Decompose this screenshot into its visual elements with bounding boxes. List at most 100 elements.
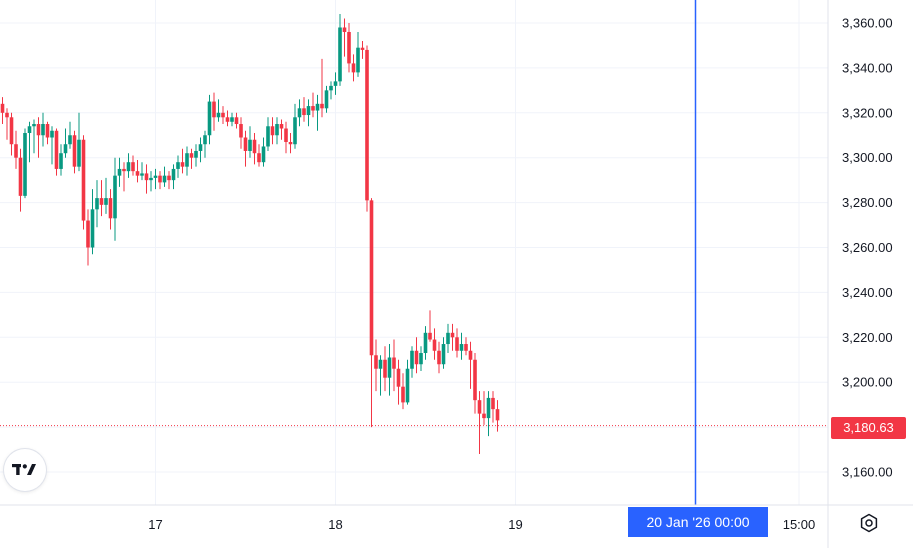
candle-body	[18, 157, 23, 196]
candle-body	[153, 175, 158, 178]
candle	[180, 148, 185, 174]
candle-body	[104, 198, 108, 205]
candle	[239, 117, 243, 149]
candle	[419, 346, 423, 371]
candle-body	[36, 124, 41, 136]
candle	[99, 180, 104, 217]
x-tick-label: 17	[148, 517, 162, 532]
candle-body	[320, 103, 324, 109]
candle-body	[459, 344, 464, 351]
y-tick-label: 3,160.00	[842, 465, 893, 480]
candle	[405, 359, 410, 405]
settings-gear-icon[interactable]	[858, 512, 880, 534]
candle-body	[113, 175, 117, 219]
candle	[203, 130, 207, 158]
candle	[288, 133, 293, 154]
candle-body	[347, 31, 351, 64]
candle-body	[342, 27, 347, 32]
candle-body	[383, 359, 387, 378]
candle	[306, 99, 311, 127]
candle	[477, 391, 482, 455]
candle-body	[270, 126, 275, 136]
candle-body	[9, 117, 14, 145]
candle	[423, 326, 428, 360]
candle	[167, 171, 171, 190]
y-tick-label: 3,360.00	[842, 16, 893, 31]
candle	[360, 40, 365, 59]
candle-body	[311, 106, 315, 111]
candle-body	[329, 85, 333, 91]
candle	[63, 128, 68, 158]
candle	[230, 112, 234, 127]
candle-body	[486, 397, 491, 419]
candle	[252, 133, 257, 165]
candle	[396, 359, 401, 405]
candle-body	[77, 139, 81, 167]
candle	[0, 97, 5, 125]
candle-body	[477, 400, 482, 414]
candle-body	[72, 135, 77, 167]
candle	[342, 18, 347, 57]
candle-body	[491, 397, 495, 410]
candle-body	[414, 350, 419, 365]
tradingview-logo-icon[interactable]	[4, 449, 46, 491]
candle	[225, 110, 230, 127]
candle-body	[351, 63, 356, 73]
candle	[356, 31, 360, 77]
time-axis[interactable]: 17 18 19 15:00	[0, 504, 913, 532]
candle	[198, 137, 203, 163]
candle	[486, 391, 491, 437]
candle	[315, 94, 320, 131]
candle-body	[401, 386, 405, 403]
candle-body	[293, 117, 297, 145]
price-axis[interactable]: 3,160.003,180.003,200.003,220.003,240.00…	[827, 0, 893, 548]
candle	[194, 144, 198, 167]
candle-body	[50, 130, 54, 138]
candle-body	[225, 117, 230, 122]
candle	[482, 391, 486, 425]
candle	[441, 337, 446, 369]
candle-body	[23, 133, 27, 196]
candle	[383, 346, 387, 392]
candle-body	[387, 357, 392, 378]
candle-body	[108, 198, 113, 219]
candle-body	[428, 332, 432, 340]
candle	[392, 339, 396, 392]
candle-body	[81, 139, 86, 221]
candle	[333, 72, 338, 95]
candle-body	[140, 173, 144, 176]
candle-body	[437, 350, 441, 365]
x-tick-label: 15:00	[783, 517, 816, 532]
candle	[5, 108, 9, 140]
candle-body	[176, 162, 180, 169]
candle	[410, 346, 414, 378]
candle-body	[32, 124, 36, 127]
candle	[216, 99, 221, 122]
candle-body	[419, 353, 423, 365]
candle-body	[261, 146, 266, 163]
candle	[108, 189, 113, 230]
candle	[113, 157, 117, 241]
candle-body	[99, 198, 104, 205]
candle-body	[131, 162, 135, 172]
candle-body	[360, 47, 365, 50]
candle	[95, 180, 99, 228]
candle	[329, 81, 333, 100]
crosshair-date-label: 20 Jan '26 00:00	[628, 507, 768, 537]
candle	[36, 117, 41, 158]
candle	[297, 99, 302, 127]
grid-lines	[0, 0, 828, 505]
candle-body	[185, 153, 189, 167]
candle-body	[464, 344, 468, 351]
y-tick-label: 3,200.00	[842, 375, 893, 390]
candle-body	[410, 350, 414, 369]
candle	[275, 117, 279, 145]
candle	[311, 92, 315, 118]
candle	[23, 128, 27, 199]
candle	[428, 310, 432, 342]
candle-body	[302, 108, 306, 116]
y-tick-label: 3,280.00	[842, 195, 893, 210]
candle-body	[279, 124, 284, 129]
candle	[446, 323, 450, 354]
